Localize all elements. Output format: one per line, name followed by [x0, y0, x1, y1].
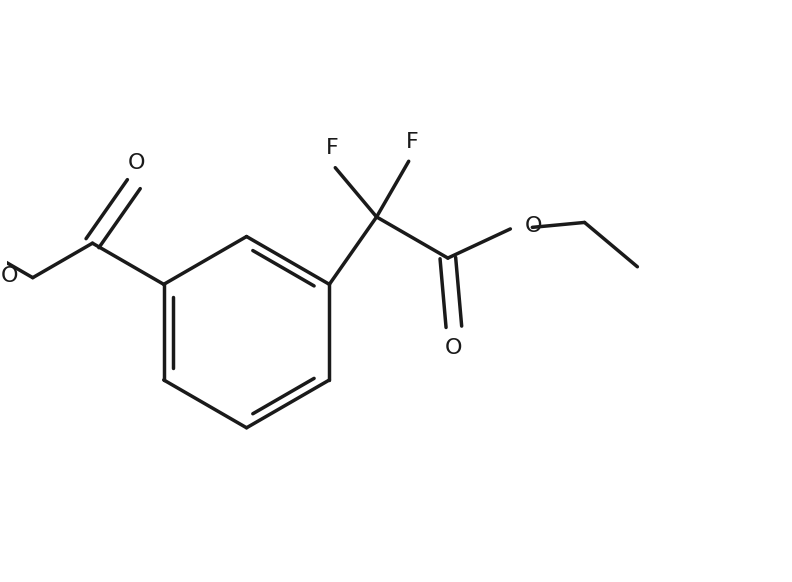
Text: O: O [1, 266, 19, 286]
Text: O: O [524, 216, 542, 236]
Text: O: O [128, 153, 146, 173]
Text: O: O [445, 338, 463, 358]
Text: F: F [326, 139, 338, 158]
Text: F: F [406, 132, 419, 152]
